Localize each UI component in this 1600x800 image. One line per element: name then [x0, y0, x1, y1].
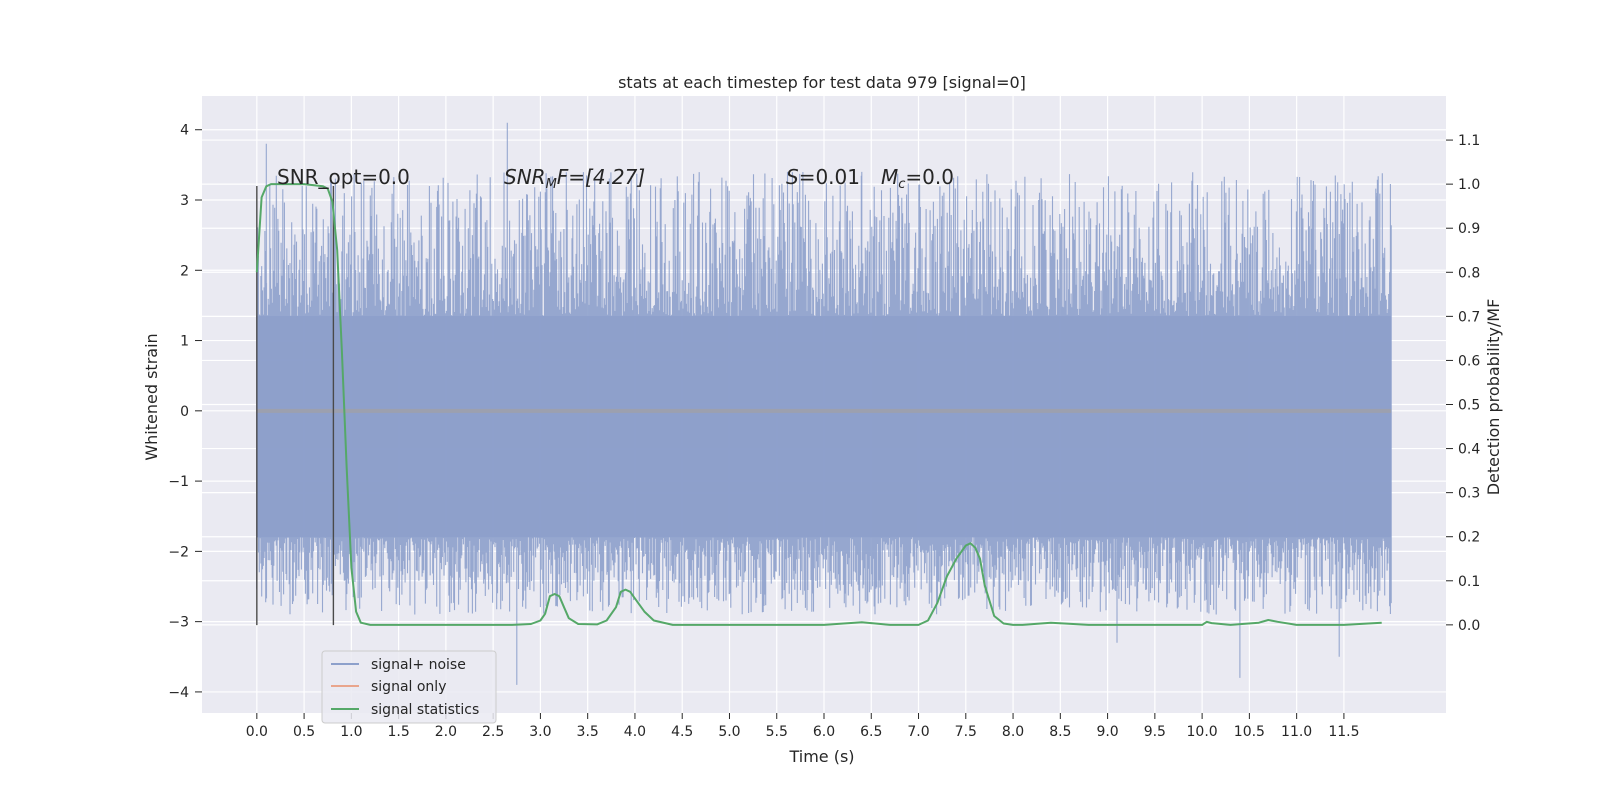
right-y-tick-label: 0.2 — [1458, 530, 1480, 546]
x-tick-label: 2.0 — [435, 724, 457, 740]
left-y-tick-label: 4 — [180, 123, 189, 139]
annotation-mc: Mc=0.0 — [881, 165, 954, 192]
x-tick-label: 11.5 — [1328, 724, 1359, 740]
x-tick-label: 8.5 — [1049, 724, 1071, 740]
left-y-tick-label: 2 — [180, 263, 189, 279]
left-y-tick-label: −1 — [168, 474, 189, 490]
right-y-tick-label: 0.5 — [1458, 398, 1480, 414]
right-y-tick-label: 0.7 — [1458, 309, 1480, 325]
x-tick-label: 6.5 — [860, 724, 882, 740]
left-y-tick-label: 0 — [180, 404, 189, 420]
left-y-tick-label: −4 — [168, 685, 189, 701]
x-tick-label: 0.5 — [293, 724, 315, 740]
left-y-tick-label: 1 — [180, 334, 189, 350]
x-tick-label: 2.5 — [482, 724, 504, 740]
signal-statistics-series — [255, 183, 1382, 626]
annotation-snr-opt: SNR_opt=0.0 — [277, 165, 410, 189]
left-y-axis-ticks: 4 3 2 1 0 −1 −2 −3 −4 — [168, 123, 202, 701]
x-tick-label: 6.0 — [813, 724, 835, 740]
x-tick-label: 11.0 — [1281, 724, 1312, 740]
legend-box — [321, 650, 497, 724]
mc-symbol: M — [881, 165, 898, 189]
legend: signal+ noise signal only signal statist… — [321, 650, 497, 724]
signal-statistics-line — [255, 183, 1382, 626]
x-tick-label: 3.0 — [529, 724, 551, 740]
snr-mf-symbol: SNR — [504, 165, 546, 189]
x-tick-label: 4.5 — [671, 724, 693, 740]
right-y-axis-ticks: 1.1 1.0 0.9 0.8 0.7 0.6 0.5 0.4 0.3 0.2 0.1 0.0 — [1446, 133, 1480, 634]
x-tick-label: 7.5 — [955, 724, 977, 740]
mc-value: =0.0 — [905, 165, 954, 189]
x-tick-label: 1.5 — [387, 724, 409, 740]
annotation-s: S=0.01 — [786, 165, 860, 189]
x-tick-label: 8.0 — [1002, 724, 1024, 740]
left-y-axis-label: Whitened strain — [142, 333, 161, 460]
x-tick-label: 0.0 — [246, 724, 268, 740]
right-y-axis-label: Detection probability/MF — [1484, 299, 1503, 496]
snr-mf-subscript: M — [546, 177, 557, 192]
s-value: =0.01 — [799, 165, 860, 189]
x-tick-label: 9.0 — [1096, 724, 1118, 740]
right-y-tick-label: 0.0 — [1458, 618, 1480, 634]
s-symbol: S — [786, 165, 799, 189]
x-tick-label: 9.5 — [1144, 724, 1166, 740]
right-y-tick-label: 0.6 — [1458, 353, 1480, 369]
x-tick-label: 5.5 — [766, 724, 788, 740]
left-y-tick-label: −2 — [168, 544, 189, 560]
x-axis-label: Time (s) — [788, 747, 854, 766]
x-tick-label: 5.0 — [718, 724, 740, 740]
legend-label-signal-only: signal only — [371, 679, 446, 695]
left-y-tick-label: −3 — [168, 615, 189, 631]
snr-mf-value: F=[4.27] — [557, 165, 645, 189]
x-axis-ticks: 0.0 0.5 1.0 1.5 2.0 2.5 3.0 3.5 4.0 4.5 5.0 5.5 6.0 6… — [246, 713, 1359, 740]
right-y-tick-label: 0.8 — [1458, 265, 1480, 281]
right-y-tick-label: 0.9 — [1458, 221, 1480, 237]
x-tick-label: 4.0 — [624, 724, 646, 740]
mc-subscript: c — [898, 177, 905, 192]
x-tick-label: 10.0 — [1187, 724, 1218, 740]
x-tick-label: 10.5 — [1234, 724, 1265, 740]
right-y-tick-label: 0.1 — [1458, 574, 1480, 590]
left-y-tick-label: 3 — [180, 193, 189, 209]
annotation-snr-mf: SNRMF=[4.27] — [504, 165, 645, 192]
right-y-tick-label: 0.4 — [1458, 442, 1480, 458]
x-tick-label: 3.5 — [577, 724, 599, 740]
x-tick-label: 1.0 — [340, 724, 362, 740]
x-tick-label: 7.0 — [907, 724, 929, 740]
legend-label-signal-noise: signal+ noise — [371, 657, 466, 673]
legend-label-signal-statistics: signal statistics — [371, 702, 479, 718]
right-y-tick-label: 1.0 — [1458, 177, 1480, 193]
right-y-tick-label: 0.3 — [1458, 486, 1480, 502]
right-y-tick-label: 1.1 — [1458, 133, 1480, 149]
chart-title: stats at each timestep for test data 979… — [618, 73, 1026, 92]
